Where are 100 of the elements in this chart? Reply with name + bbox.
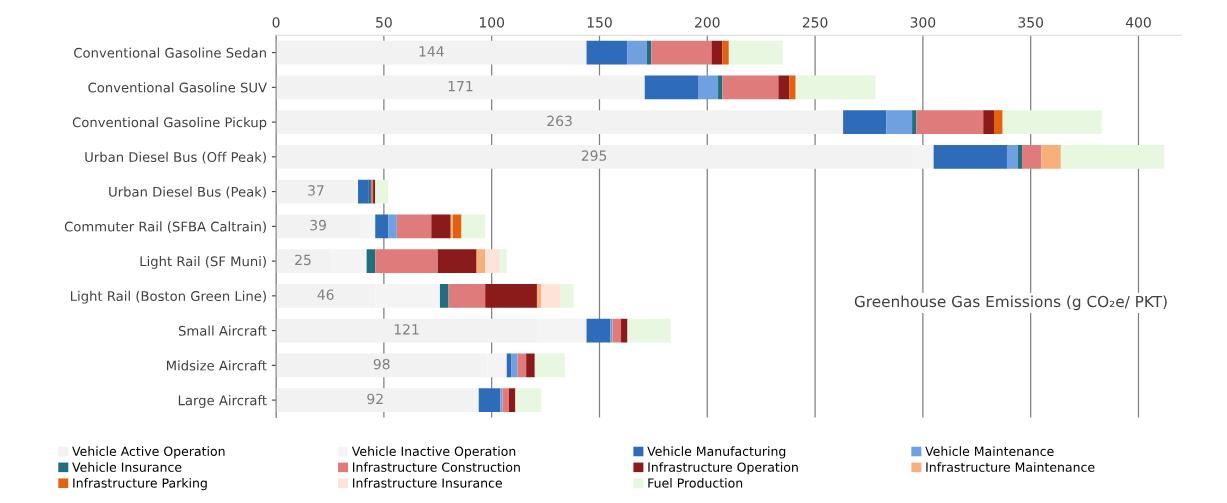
bar [485,249,501,273]
bar [1041,145,1061,169]
y-tick-label: Conventional Gasoline Sedan [74,47,266,58]
data-label: 46 [317,289,334,300]
legend-label: Infrastructure Construction [353,462,520,472]
bar [541,284,561,308]
legend-label: Vehicle Maintenance [925,446,1054,457]
bar [789,75,796,100]
bar [276,110,844,134]
x-tick-label: 400 [1125,17,1151,28]
bar [452,214,462,239]
bar [1017,145,1023,169]
bar [627,318,671,343]
data-label: 25 [295,254,311,266]
bar [534,353,565,378]
bar [1060,145,1165,169]
y-tick-label: Light Rail (Boston Green Line) [71,290,266,304]
x-tick-label: 250 [802,17,828,28]
bar [698,75,719,100]
y-tick-label: Light Rail (SF Muni) [140,256,266,269]
bar [485,284,537,308]
bar [517,353,527,378]
bar [651,40,712,65]
y-tick-label: Large Aircraft [178,395,267,408]
bar [439,284,449,308]
bar [396,214,432,239]
legend-label: Infrastructure Insurance [353,478,502,488]
x-tick-label: 50 [376,17,392,28]
bar [843,110,887,134]
bar [276,40,587,65]
bar [933,145,1007,169]
x-tick-label: 300 [910,17,936,28]
bar [450,214,453,239]
bar [621,318,628,343]
bar [718,75,723,100]
data-label: 98 [373,358,390,370]
data-label: 171 [448,81,473,92]
x-tick-label: 200 [695,17,720,28]
bar [778,75,790,100]
bar [912,110,917,134]
bar [983,110,995,134]
data-label: 39 [310,219,326,231]
data-label: 37 [308,185,324,196]
y-tick-label: Small Aircraft [178,325,267,336]
bar [500,249,507,273]
bar [276,179,356,204]
bar [586,40,628,65]
data-label: 121 [394,324,419,335]
x-axis-title: Greenhouse Gas Emissions (g CO₂e/ PKT) [854,295,1167,311]
legend-label: Infrastructure Maintenance [926,462,1095,472]
bar [375,214,389,239]
legend-label: Fuel Production [648,478,743,488]
legend-label: Infrastructure Operation [648,462,798,475]
bar [627,40,647,65]
bar [437,249,477,273]
bar [515,388,542,412]
bar [502,388,509,412]
legend-label: Vehicle Manufacturing [647,446,786,459]
bar [511,353,518,378]
x-tick-label: 350 [1018,17,1044,28]
bar [916,110,984,134]
bar [508,388,516,412]
bar [886,110,913,134]
bar [526,353,535,378]
bar [276,75,645,100]
y-tick-label: Conventional Gasoline Pickup [72,117,267,130]
y-tick-label: Urban Diesel Bus (Off Peak) [85,151,266,164]
bar [560,284,574,308]
bar [476,249,486,273]
legend-label: Vehicle Active Operation [72,446,225,459]
y-tick-label: Midsize Aircraft [166,360,267,371]
data-label: 295 [581,150,607,161]
bar [1022,145,1042,169]
data-label: 92 [367,393,383,405]
x-tick-label: 0 [272,17,280,28]
bar [388,214,397,239]
bar [722,40,729,65]
bar [431,214,451,239]
bar [795,75,876,100]
bar [276,388,475,412]
x-tick-label: 100 [479,17,505,28]
y-tick-label: Urban Diesel Bus (Peak) [109,186,266,199]
bar [728,40,783,65]
bar [644,75,699,100]
legend-label: Vehicle Inactive Operation [351,446,516,459]
bar [711,40,723,65]
bar [1002,110,1102,134]
bar [610,318,613,343]
bar [375,249,438,273]
bar [500,388,503,412]
bar [536,284,542,308]
y-tick-label: Conventional Gasoline SUV [88,82,267,93]
bar [448,284,486,308]
data-label: 263 [547,115,572,127]
bar [994,110,1003,134]
legend-label: Vehicle Insurance [72,462,182,472]
bar [506,353,512,378]
data-label: 144 [419,46,444,57]
y-tick-label: Commuter Rail (SFBA Caltrain) [64,221,266,234]
bar [586,318,611,343]
